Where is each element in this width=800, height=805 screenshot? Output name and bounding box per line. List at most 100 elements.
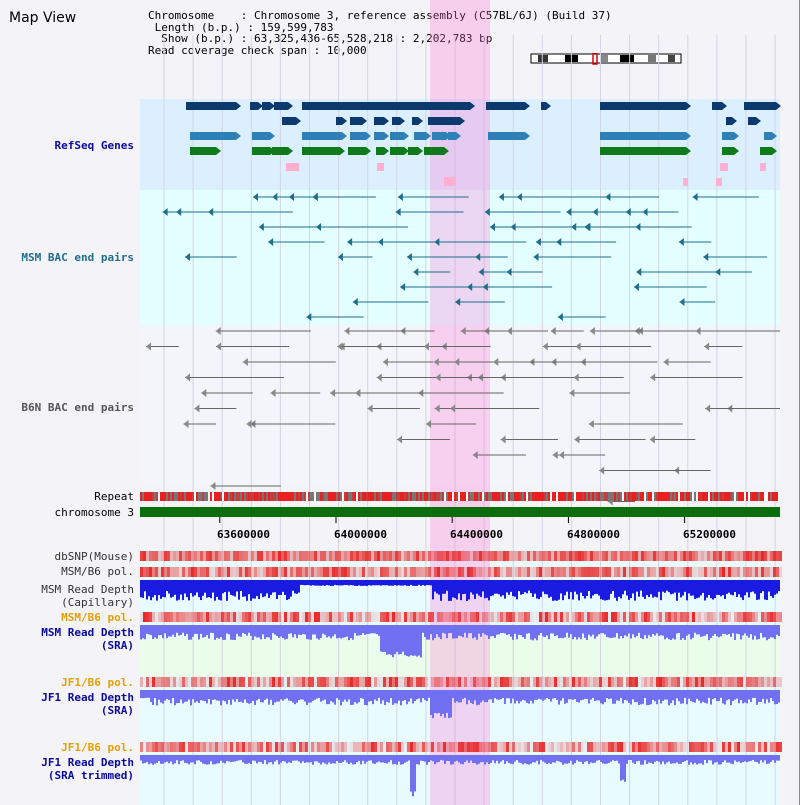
repeat-cell <box>382 492 384 501</box>
jf1-pol2-cell <box>155 742 158 752</box>
track-label-jf1-depth-trimmed[interactable]: JF1 Read Depth (SRA trimmed) <box>41 756 134 782</box>
msm-pol-cell <box>287 567 290 577</box>
repeat-cell <box>734 492 736 501</box>
dbsnp-cell <box>548 551 551 561</box>
jf1-sra-depth-bar <box>426 690 428 702</box>
msm-pol2-cell <box>311 612 314 622</box>
jf1-pol-cell <box>368 677 371 687</box>
repeat-cell <box>480 492 482 501</box>
gene-strand-arrow <box>756 117 761 125</box>
jf1-pol2-cell <box>245 742 248 752</box>
jf1-trim-depth-bar <box>260 755 262 763</box>
msm-pol2-cell <box>437 612 440 622</box>
jf1-trim-depth-bar <box>758 755 760 764</box>
jf1-sra-depth-bar <box>156 690 158 706</box>
msm-capillary-depth-bar <box>184 580 186 594</box>
jf1-pol2-cell <box>536 742 539 752</box>
track-label-jf1-depth-sra[interactable]: JF1 Read Depth (SRA) <box>41 691 134 717</box>
msm-sra-depth-bar <box>596 625 598 637</box>
jf1-pol2-cell <box>728 742 731 752</box>
msm-pol2-cell <box>233 612 236 622</box>
msm-pol2-cell <box>278 612 281 622</box>
jf1-sra-depth-bar <box>358 690 360 703</box>
msm-sra-depth-bar <box>150 625 152 636</box>
gene-minor-feature <box>683 178 688 186</box>
msm-capillary-depth-bar <box>156 580 158 601</box>
jf1-pol-cell <box>395 677 398 687</box>
msm-sra-depth-bar <box>630 625 632 639</box>
axis-tick-label: 64800000 <box>567 528 620 541</box>
msm-sra-depth-bar <box>624 625 626 636</box>
msm-bac-end <box>489 223 495 231</box>
msm-capillary-depth-bar <box>378 580 380 586</box>
msm-pol2-cell <box>644 612 647 622</box>
track-label-dbsnp[interactable]: dbSNP(Mouse) <box>54 550 134 563</box>
repeat-cell <box>510 492 512 501</box>
dbsnp-cell <box>551 551 554 561</box>
jf1-pol-cell <box>161 677 164 687</box>
msm-pol2-cell <box>341 612 344 622</box>
track-label-refseq[interactable]: RefSeq Genes <box>54 139 134 152</box>
jf1-pol2-cell <box>254 742 257 752</box>
dbsnp-cell <box>728 551 731 561</box>
repeat-cell <box>746 492 748 501</box>
jf1-trim-depth-bar <box>304 755 306 763</box>
msm-pol2-cell <box>752 612 755 622</box>
repeat-cell <box>408 492 410 501</box>
jf1-pol2-cell <box>707 742 710 752</box>
track-label-msm-b6-pol-1[interactable]: MSM/B6 pol. <box>61 565 134 578</box>
msm-pol-cell <box>695 567 698 577</box>
msm-sra-depth-bar <box>714 625 716 634</box>
jf1-trim-depth-bar <box>356 755 358 763</box>
msm-capillary-depth-bar <box>478 580 480 596</box>
repeat-cell <box>514 492 516 501</box>
msm-bac-end <box>557 313 563 321</box>
track-label-msm-depth-capillary[interactable]: MSM Read Depth (Capillary) <box>41 583 134 609</box>
track-label-chromosome[interactable]: chromosome 3 <box>54 506 134 519</box>
dbsnp-cell <box>734 551 737 561</box>
jf1-trim-depth-bar <box>198 755 200 761</box>
jf1-trim-depth-bar <box>590 755 592 763</box>
jf1-sra-depth-bar <box>738 690 740 704</box>
jf1-trim-depth-bar <box>254 755 256 761</box>
track-label-b6n-bac[interactable]: B6N BAC end pairs <box>21 401 134 414</box>
jf1-pol-cell <box>605 677 608 687</box>
msm-sra-bg <box>140 637 780 677</box>
msm-sra-depth-bar <box>432 625 434 641</box>
msm-pol-cell <box>680 567 683 577</box>
msm-capillary-depth-bar <box>770 580 772 597</box>
dbsnp-cell <box>326 551 329 561</box>
jf1-trim-depth-bar <box>314 755 316 762</box>
track-label-jf1-b6-pol-2[interactable]: JF1/B6 pol. <box>61 741 134 754</box>
jf1-pol-cell <box>461 677 464 687</box>
jf1-pol2-cell <box>572 742 575 752</box>
msm-capillary-depth-bar <box>332 580 334 586</box>
msm-sra-depth-bar <box>570 625 572 635</box>
jf1-pol2-cell <box>590 742 593 752</box>
msm-pol2-cell <box>374 612 377 622</box>
track-label-msm-depth-sra[interactable]: MSM Read Depth (SRA) <box>41 626 134 652</box>
msm-capillary-depth-bar <box>290 580 292 597</box>
msm-sra-depth-bar <box>216 625 218 638</box>
dbsnp-cell <box>203 551 206 561</box>
repeat-cell <box>434 492 436 501</box>
gene-feature <box>282 117 296 125</box>
repeat-cell <box>554 492 556 501</box>
jf1-trim-depth-bar <box>642 755 644 765</box>
msm-sra-depth-bar <box>672 625 674 639</box>
track-label-msm-b6-pol-2[interactable]: MSM/B6 pol. <box>61 611 134 624</box>
jf1-sra-depth-bar <box>394 690 396 704</box>
msm-capillary-depth-bar <box>390 580 392 586</box>
track-label-jf1-b6-pol-1[interactable]: JF1/B6 pol. <box>61 676 134 689</box>
track-label-repeat[interactable]: Repeat <box>94 490 134 503</box>
jf1-sra-depth-bar <box>284 690 286 700</box>
repeat-cell <box>766 492 768 501</box>
msm-pol-cell <box>617 567 620 577</box>
jf1-pol-cell <box>491 677 494 687</box>
track-label-msm-bac[interactable]: MSM BAC end pairs <box>21 251 134 264</box>
msm-sra-depth-bar <box>454 625 456 639</box>
jf1-sra-depth-bar <box>314 690 316 700</box>
jf1-pol-cell <box>689 677 692 687</box>
dbsnp-cell <box>311 551 314 561</box>
